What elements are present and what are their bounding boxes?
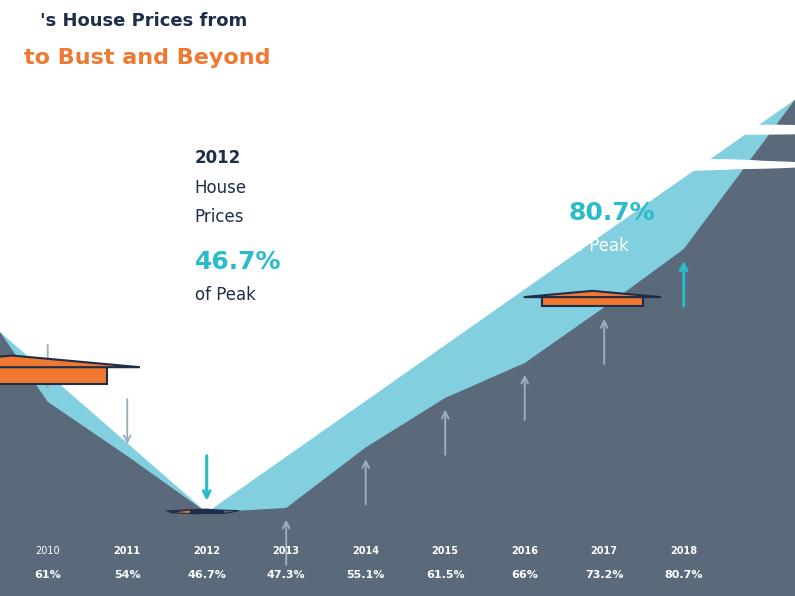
Text: 2018: 2018 bbox=[568, 94, 615, 112]
Ellipse shape bbox=[574, 160, 795, 169]
Ellipse shape bbox=[108, 257, 493, 272]
Polygon shape bbox=[541, 297, 643, 306]
Ellipse shape bbox=[580, 159, 769, 166]
Ellipse shape bbox=[496, 158, 741, 167]
Polygon shape bbox=[0, 355, 140, 367]
Text: 54%: 54% bbox=[114, 570, 141, 580]
Text: Prices: Prices bbox=[568, 154, 618, 172]
Text: 73.2%: 73.2% bbox=[585, 570, 623, 580]
Text: House: House bbox=[568, 124, 621, 142]
Text: 2016: 2016 bbox=[511, 547, 538, 556]
Text: 46.7%: 46.7% bbox=[188, 570, 226, 580]
Text: 61.5%: 61.5% bbox=[426, 570, 464, 580]
Ellipse shape bbox=[0, 254, 370, 268]
Text: to Bust and Beyond: to Bust and Beyond bbox=[24, 48, 270, 68]
Text: 2015: 2015 bbox=[432, 547, 459, 556]
Ellipse shape bbox=[0, 254, 257, 268]
Polygon shape bbox=[0, 0, 795, 513]
Text: 2010: 2010 bbox=[36, 547, 60, 556]
Text: 47.3%: 47.3% bbox=[267, 570, 305, 580]
Text: House: House bbox=[195, 179, 247, 197]
Text: 2012: 2012 bbox=[193, 547, 220, 556]
Text: 2017: 2017 bbox=[591, 547, 618, 556]
Ellipse shape bbox=[401, 161, 624, 170]
Ellipse shape bbox=[656, 125, 795, 131]
Polygon shape bbox=[0, 367, 107, 384]
Text: 2012: 2012 bbox=[195, 149, 241, 167]
Ellipse shape bbox=[0, 259, 187, 272]
Polygon shape bbox=[166, 509, 227, 514]
Ellipse shape bbox=[608, 127, 767, 133]
Ellipse shape bbox=[636, 128, 795, 135]
Ellipse shape bbox=[117, 255, 414, 267]
Text: Prices: Prices bbox=[195, 209, 244, 226]
Ellipse shape bbox=[735, 125, 795, 131]
Text: of Peak: of Peak bbox=[568, 237, 630, 255]
Text: 61%: 61% bbox=[34, 570, 61, 580]
Polygon shape bbox=[524, 291, 661, 297]
Ellipse shape bbox=[440, 162, 752, 172]
Polygon shape bbox=[169, 510, 216, 514]
Text: 46.7%: 46.7% bbox=[195, 250, 281, 274]
Text: 2013: 2013 bbox=[273, 547, 300, 556]
Text: 2011: 2011 bbox=[114, 547, 141, 556]
Text: 55.1%: 55.1% bbox=[347, 570, 385, 580]
Polygon shape bbox=[190, 510, 223, 513]
Text: of Peak: of Peak bbox=[195, 286, 256, 304]
Ellipse shape bbox=[0, 260, 388, 276]
Ellipse shape bbox=[676, 125, 795, 131]
Polygon shape bbox=[187, 510, 239, 513]
Ellipse shape bbox=[468, 158, 669, 166]
Text: 's House Prices from: 's House Prices from bbox=[40, 12, 247, 30]
Text: 2018: 2018 bbox=[670, 547, 697, 556]
Polygon shape bbox=[0, 100, 795, 596]
Ellipse shape bbox=[731, 126, 795, 133]
Text: 2014: 2014 bbox=[352, 547, 379, 556]
Text: 80.7%: 80.7% bbox=[665, 570, 703, 580]
Text: 66%: 66% bbox=[511, 570, 538, 580]
Text: 80.7%: 80.7% bbox=[568, 201, 655, 225]
